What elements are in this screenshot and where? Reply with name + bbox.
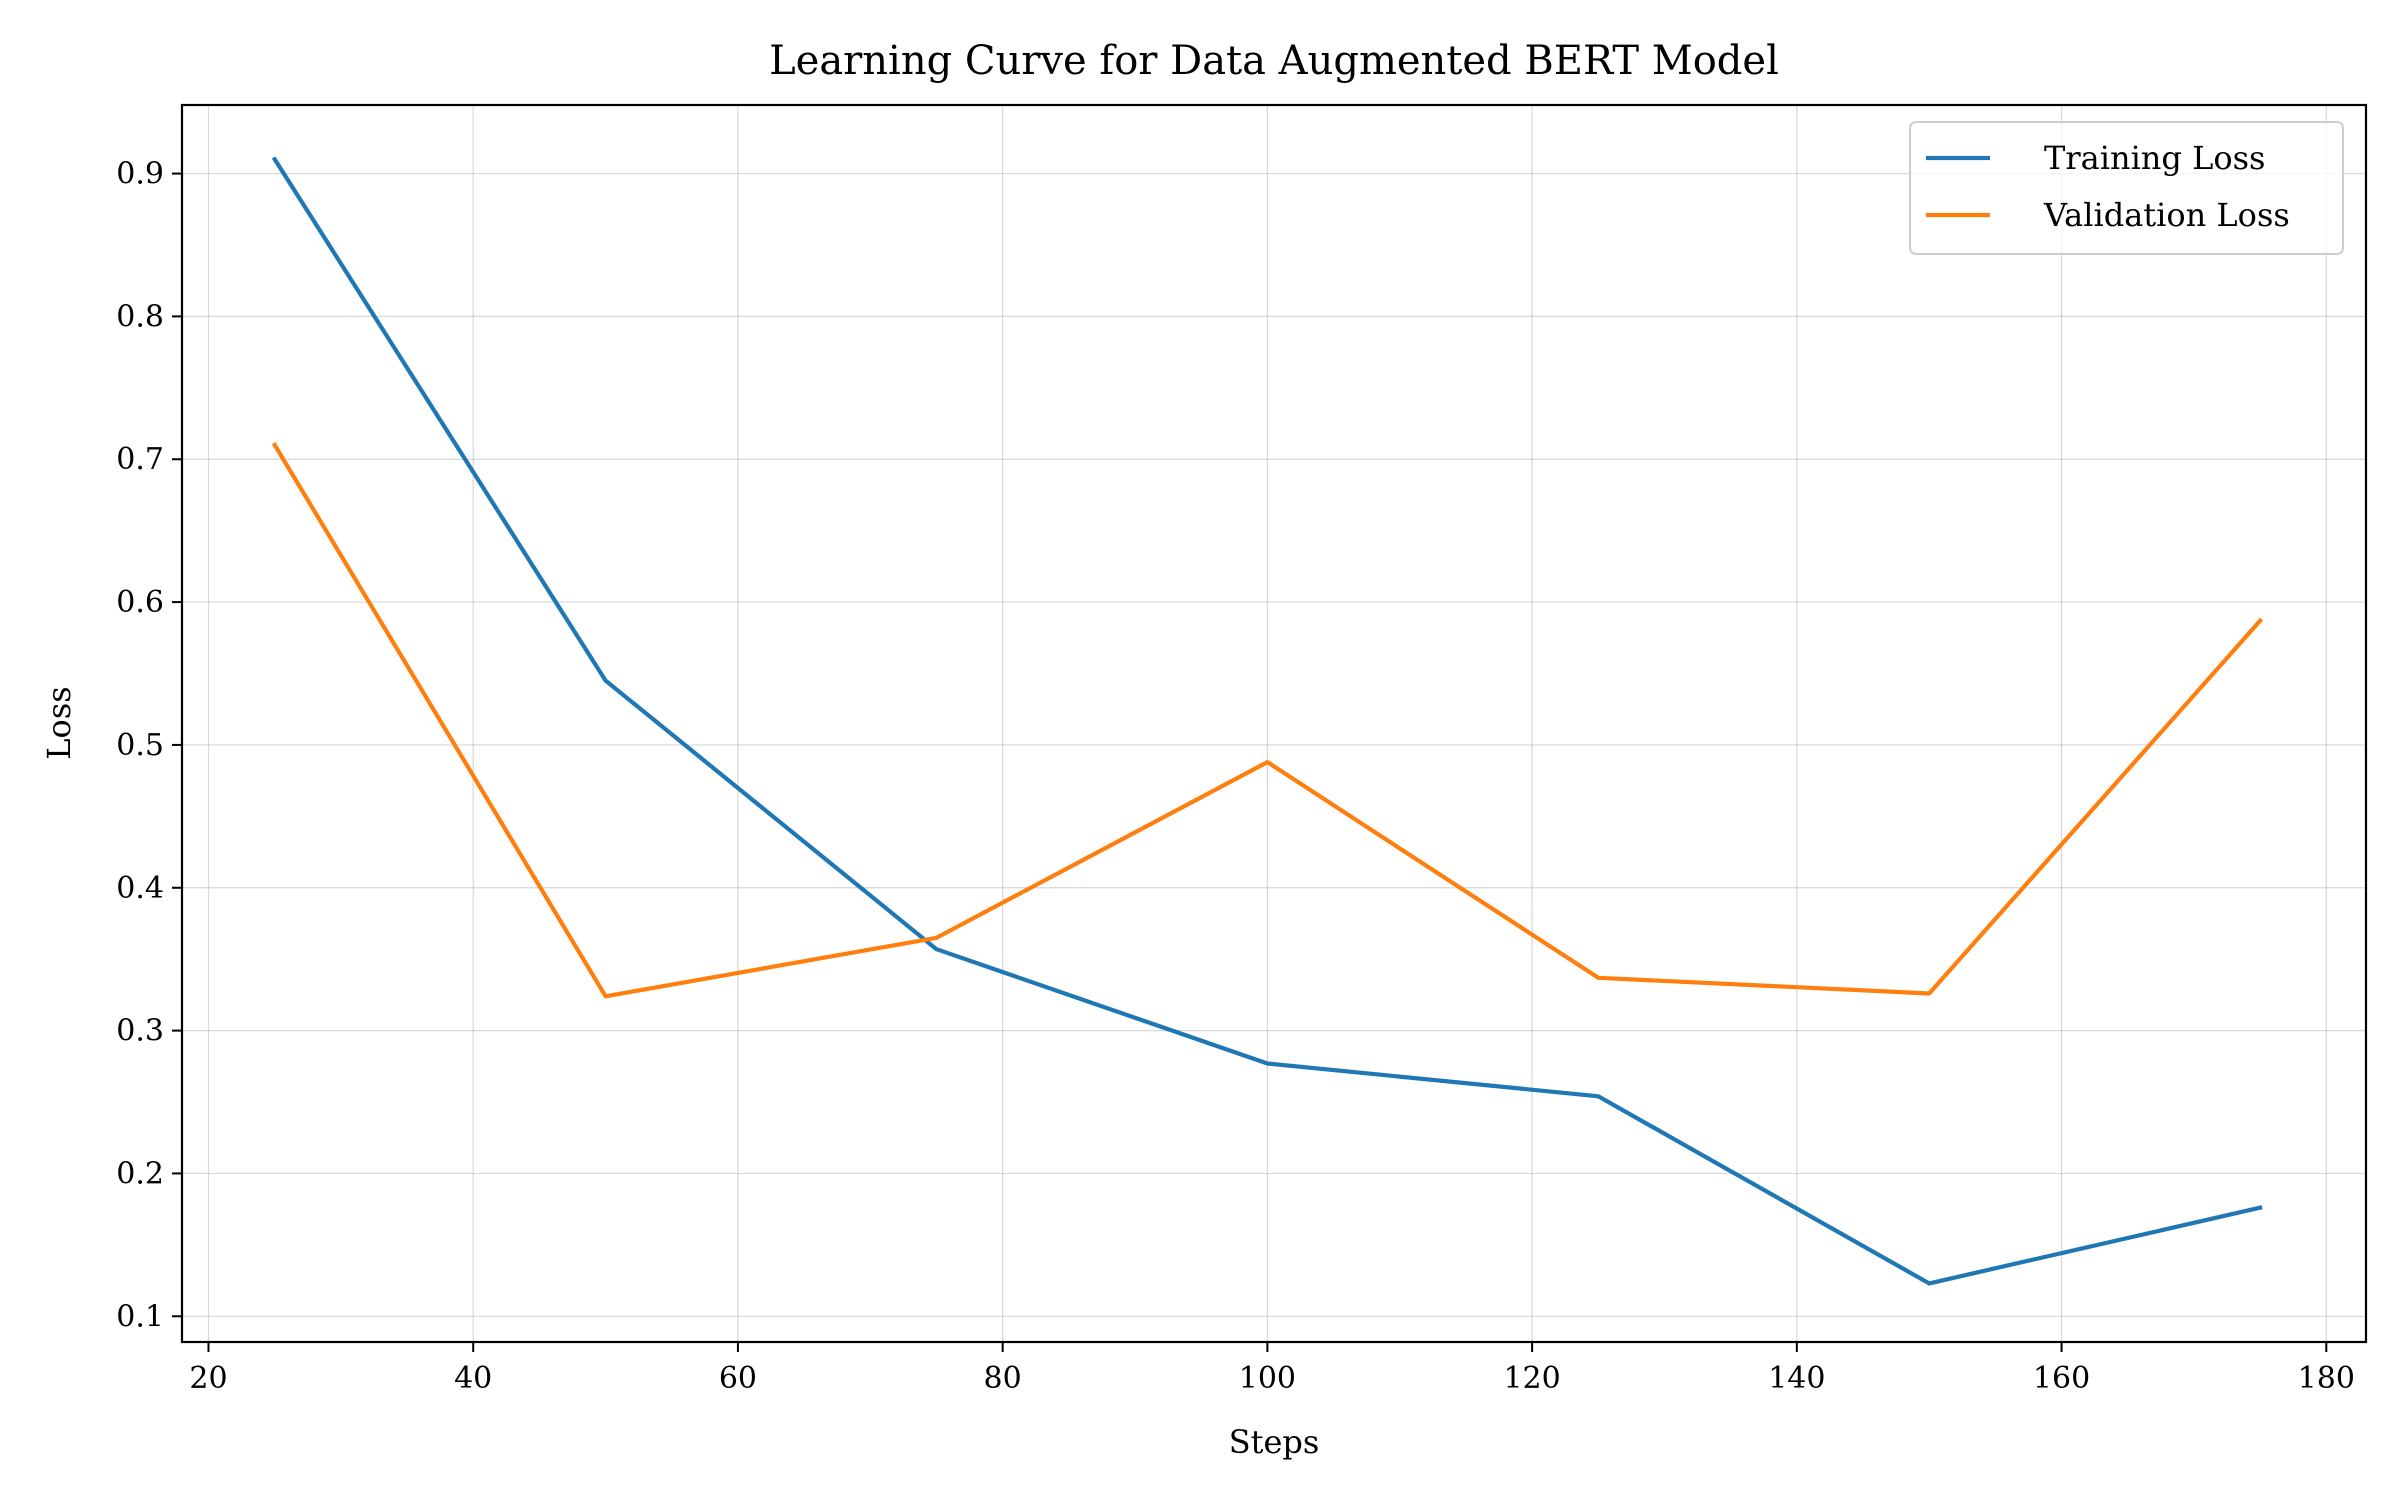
series-line-training-loss: [271, 156, 2263, 1286]
legend: Training Loss Validation Loss: [1909, 121, 2344, 255]
x-tick-label: 60: [719, 1361, 757, 1396]
x-axis-label: Steps: [1229, 1423, 1320, 1461]
y-tick-label: 0.8: [116, 299, 164, 334]
x-tick-label: 160: [2033, 1361, 2090, 1396]
y-tick-label: 0.4: [116, 871, 164, 906]
y-tick-label: 0.6: [116, 585, 164, 620]
x-tick-label: 80: [984, 1361, 1022, 1396]
x-tick-label: 40: [454, 1361, 492, 1396]
x-tick-label: 120: [1503, 1361, 1560, 1396]
series-line-validation-loss: [271, 442, 2264, 999]
legend-box: [1909, 121, 2344, 255]
chart-title: Learning Curve for Data Augmented BERT M…: [769, 38, 1779, 84]
y-tick-label: 0.1: [116, 1299, 164, 1334]
x-axis-ticks: 20 40 60 80 100 120 140 160 180: [189, 1342, 2355, 1396]
legend-label-training-loss: Training Loss: [2044, 139, 2265, 177]
legend-label-validation-loss: Validation Loss: [2043, 196, 2290, 234]
plot-frame: [180, 103, 2368, 1344]
series-lines: [271, 156, 2264, 1286]
y-tick-label: 0.9: [116, 157, 164, 192]
y-tick-label: 0.2: [116, 1156, 164, 1191]
x-tick-label: 140: [1768, 1361, 1825, 1396]
y-axis-ticks: 0.1 0.2 0.3 0.4 0.5 0.6 0.7 0.8 0.9: [116, 157, 182, 1334]
grid-lines: [182, 105, 2366, 1342]
x-tick-label: 100: [1239, 1361, 1296, 1396]
y-tick-label: 0.7: [116, 442, 164, 477]
y-axis-label: Loss: [40, 686, 78, 759]
x-tick-label: 180: [2298, 1361, 2355, 1396]
x-tick-label: 20: [189, 1361, 227, 1396]
y-tick-label: 0.3: [116, 1014, 164, 1049]
y-tick-label: 0.5: [116, 728, 164, 763]
